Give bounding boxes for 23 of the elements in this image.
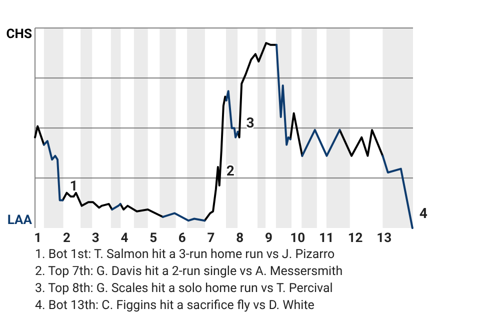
text: CHS — [6, 27, 32, 42]
x-tick-label: 9 — [264, 231, 272, 246]
text: 4. Bot 13th: C. Figgins hit a sacrifice fly vs D. White — [35, 298, 315, 313]
x-tick-label: 1 — [34, 231, 42, 246]
x-tick-label: 12 — [348, 231, 363, 246]
x-tick-label: 2 — [63, 231, 70, 246]
text: 2. Top 7th: G. Davis hit a 2-run single vs A. Messersmith — [35, 264, 343, 279]
text: LAA — [7, 213, 32, 228]
annotation: 2 — [226, 163, 234, 180]
x-tick-label: 5 — [150, 231, 158, 246]
annotation: 1 — [70, 178, 78, 194]
text: 1. Bot 1st: T. Salmon hit a 3-run home run vs J. Pizarro — [35, 247, 335, 262]
annotation: 4 — [419, 206, 428, 222]
text: 3. Top 8th: G. Scales hit a solo home run vs T. Percival — [35, 281, 333, 296]
x-tick-label: 7 — [207, 231, 215, 246]
x-tick-label: 6 — [178, 231, 186, 246]
x-tick-label: 10 — [290, 231, 306, 246]
x-tick-label: 13 — [376, 231, 392, 246]
x-tick-label: 8 — [236, 231, 244, 246]
x-tick-label: 4 — [120, 231, 129, 246]
annotation: 3 — [246, 115, 254, 132]
x-tick-label: 3 — [92, 231, 100, 246]
x-tick-label: 11 — [318, 231, 334, 246]
